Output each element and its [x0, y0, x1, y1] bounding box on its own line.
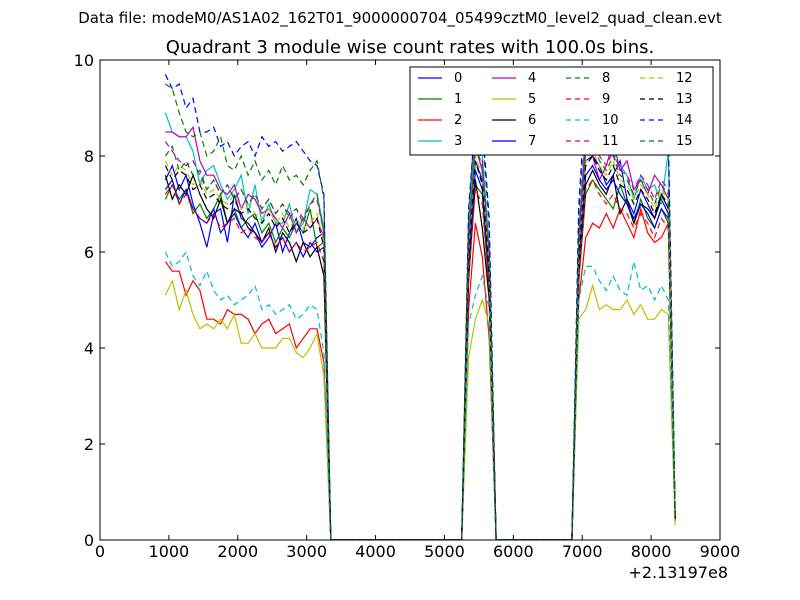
legend-label-13: 13	[676, 92, 693, 107]
legend-label-15: 15	[676, 134, 693, 149]
legend-label-4: 4	[528, 71, 536, 86]
series-line-14	[164, 74, 676, 540]
series-line-2	[164, 206, 676, 540]
legend-label-6: 6	[528, 113, 536, 128]
x-tick-label: 5000	[424, 542, 465, 561]
series-line-10	[164, 250, 676, 540]
x-axis-offset-label: +2.13197e8	[628, 563, 728, 582]
legend-label-1: 1	[454, 92, 462, 107]
x-tick-label: 0	[95, 542, 105, 561]
legend-label-8: 8	[602, 71, 610, 86]
x-tick-label: 8000	[631, 542, 672, 561]
legend-label-0: 0	[454, 71, 462, 86]
y-tick-label: 0	[84, 531, 94, 550]
series-line-5	[164, 279, 676, 540]
legend-label-10: 10	[602, 113, 619, 128]
series-line-9	[164, 178, 676, 540]
figure-suptitle: Data file: modeM0/AS1A02_162T01_90000007…	[78, 9, 722, 27]
x-axis-ticks: 0 1000 2000 3000 4000 5000 6000 7000 8000 9000	[95, 60, 740, 561]
legend-label-5: 5	[528, 92, 536, 107]
legend-label-2: 2	[454, 113, 462, 128]
legend-label-3: 3	[454, 134, 462, 149]
legend-label-14: 14	[676, 113, 693, 128]
legend-label-11: 11	[602, 134, 619, 149]
y-tick-label: 2	[84, 435, 94, 454]
x-tick-label: 1000	[149, 542, 190, 561]
series-line-6	[164, 169, 676, 540]
plot-frame	[99, 59, 721, 541]
x-tick-label: 4000	[355, 542, 396, 561]
y-tick-label: 4	[84, 339, 94, 358]
y-tick-label: 8	[84, 147, 94, 166]
legend-label-9: 9	[602, 92, 610, 107]
legend-box	[409, 66, 714, 156]
x-tick-label: 6000	[493, 542, 534, 561]
y-tick-label: 10	[74, 51, 94, 70]
series-line-1	[164, 178, 676, 540]
series-line-7	[164, 164, 676, 540]
series-line-12	[164, 150, 676, 540]
chart-title: Quadrant 3 module wise count rates with …	[165, 37, 655, 58]
x-tick-label: 2000	[217, 542, 258, 561]
series-line-11	[164, 135, 676, 540]
series-line-13	[164, 154, 676, 540]
legend-label-12: 12	[676, 71, 693, 86]
x-tick-label: 3000	[286, 542, 327, 561]
y-tick-label: 6	[84, 243, 94, 262]
legend-label-7: 7	[528, 134, 536, 149]
series-line-0	[164, 155, 676, 540]
x-tick-label: 9000	[700, 542, 741, 561]
series-line-15	[164, 140, 676, 540]
x-tick-label: 7000	[562, 542, 603, 561]
